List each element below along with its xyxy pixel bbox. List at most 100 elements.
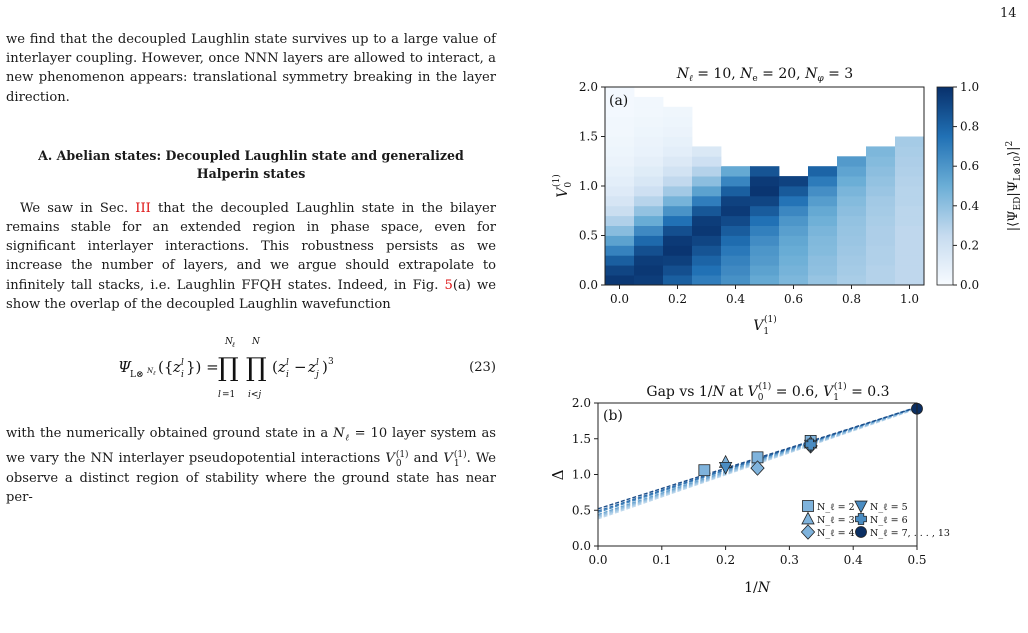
y-tick-label: 1.5	[579, 130, 598, 144]
heatmap-cell	[808, 245, 838, 256]
svg-text:i<j: i<j	[248, 390, 261, 400]
heatmap-cell	[663, 166, 693, 177]
heatmap-cell	[837, 215, 867, 226]
heatmap-cell	[634, 265, 664, 276]
svg-text:l: l	[218, 390, 221, 400]
heatmap-cell	[895, 186, 925, 197]
heatmap-cell	[837, 195, 867, 207]
heatmap-cell	[779, 275, 809, 286]
heatmap-cell	[779, 245, 809, 256]
heatmap-cell	[808, 225, 838, 236]
heatmap-cell	[866, 186, 896, 197]
svg-text:i: i	[286, 370, 289, 380]
heatmap-cell	[866, 215, 896, 226]
heatmap-cell	[837, 225, 867, 236]
data-point	[698, 464, 711, 477]
legend-marker	[800, 524, 816, 540]
svg-text:l: l	[286, 358, 289, 368]
legend-marker	[854, 500, 868, 514]
x-tick-label: 0.1	[652, 553, 671, 567]
heatmap-cell	[692, 275, 722, 286]
x-tick-label: 0.3	[780, 553, 799, 567]
math-v0: V	[385, 450, 395, 466]
colorbar-tick-label: 0.2	[960, 238, 979, 252]
heatmap-cell	[779, 215, 809, 226]
heatmap-cell	[808, 195, 838, 207]
data-point	[718, 461, 733, 475]
heatmap-cell	[692, 245, 722, 256]
svg-text:Ψ: Ψ	[118, 358, 132, 376]
svg-text:j: j	[314, 370, 319, 380]
panel-a-title: Nℓ = 10, Ne = 20, Nφ = 3	[676, 66, 853, 84]
heatmap-cell	[605, 116, 635, 127]
heatmap-cell	[605, 195, 635, 207]
heatmap-cell	[895, 195, 925, 207]
para3-text-d: . We observe a distinct region of stabil…	[6, 450, 496, 506]
heatmap-cell	[634, 186, 664, 197]
heatmap-cells	[605, 87, 925, 286]
panel-a-xlabel: V1(1)	[753, 314, 777, 337]
heatmap-cell	[692, 215, 722, 226]
y-tick-label: 0.5	[579, 229, 598, 243]
heatmap-cell	[750, 176, 780, 187]
legend-entry: N_ℓ = 7, . . . , 13	[870, 528, 950, 539]
svg-text:l: l	[181, 358, 184, 368]
heatmap-cell	[837, 245, 867, 256]
heatmap-cell	[779, 255, 809, 266]
svg-text:z: z	[277, 358, 286, 376]
heatmap-cell	[663, 116, 693, 127]
heatmap-cell	[605, 106, 635, 118]
heatmap-cell	[692, 146, 722, 157]
heatmap-cell	[634, 235, 664, 246]
heatmap-cell	[866, 255, 896, 266]
heatmap-cell	[605, 225, 635, 236]
heatmap-cell	[692, 205, 722, 217]
heatmap-cell	[837, 166, 867, 177]
equation-23: Ψ L⊗ N ℓ ({ z l i }) = ∏ N ℓ l =1 ∏ N i<…	[6, 322, 496, 414]
heatmap-cell	[605, 126, 635, 137]
heatmap-cell	[634, 106, 664, 118]
heatmap-cell	[663, 195, 693, 207]
heatmap-cell	[605, 186, 635, 197]
heatmap-cell	[663, 265, 693, 276]
heatmap-cell	[634, 96, 664, 108]
section-ref-link[interactable]: III	[135, 200, 151, 216]
heatmap-cell	[692, 156, 722, 167]
figure-ref-link[interactable]: 5	[444, 277, 453, 293]
colorbar-label: |⟨ΨED|ΨL⊗10⟩|2	[1005, 141, 1023, 232]
heatmap-cell	[866, 265, 896, 276]
heatmap-cell	[605, 156, 635, 167]
y-tick-label: 1.0	[572, 468, 591, 482]
heatmap-cell	[663, 205, 693, 217]
svg-text:i: i	[181, 370, 184, 380]
svg-text:−: −	[294, 358, 307, 376]
heatmap-cell	[634, 126, 664, 137]
heatmap-cell	[837, 186, 867, 197]
svg-text:∏: ∏	[246, 353, 267, 383]
heatmap-cell	[837, 205, 867, 217]
colorbar-tick-label: 1.0	[960, 80, 979, 94]
paragraph-1: we find that the decoupled Laughlin stat…	[6, 32, 496, 105]
heatmap-cell	[692, 225, 722, 236]
svg-text:L⊗: L⊗	[130, 370, 144, 380]
text-column: we find that the decoupled Laughlin stat…	[6, 30, 496, 507]
heatmap-cell	[808, 186, 838, 197]
para3-text-c: and	[408, 450, 444, 466]
heatmap-cell	[750, 225, 780, 236]
heatmap-cell	[837, 255, 867, 266]
legend-entry: N_ℓ = 2	[817, 502, 855, 513]
heatmap-cell	[663, 215, 693, 226]
svg-text:(: (	[272, 358, 278, 376]
heatmap-cell	[605, 87, 635, 98]
heatmap-cell	[779, 265, 809, 276]
heatmap-cell	[605, 146, 635, 157]
svg-text:): )	[322, 358, 328, 376]
heatmap-cell	[692, 166, 722, 177]
figure-5: Nℓ = 10, Ne = 20, Nφ = 3 (a) 0.0 0.2 0.4 0.…	[525, 0, 1025, 633]
colorbar-tick-label: 0.6	[960, 159, 979, 173]
heatmap-cell	[779, 195, 809, 207]
colorbar	[936, 86, 954, 286]
heatmap-cell	[692, 186, 722, 197]
heatmap-cell	[750, 186, 780, 197]
heatmap-cell	[721, 186, 751, 197]
